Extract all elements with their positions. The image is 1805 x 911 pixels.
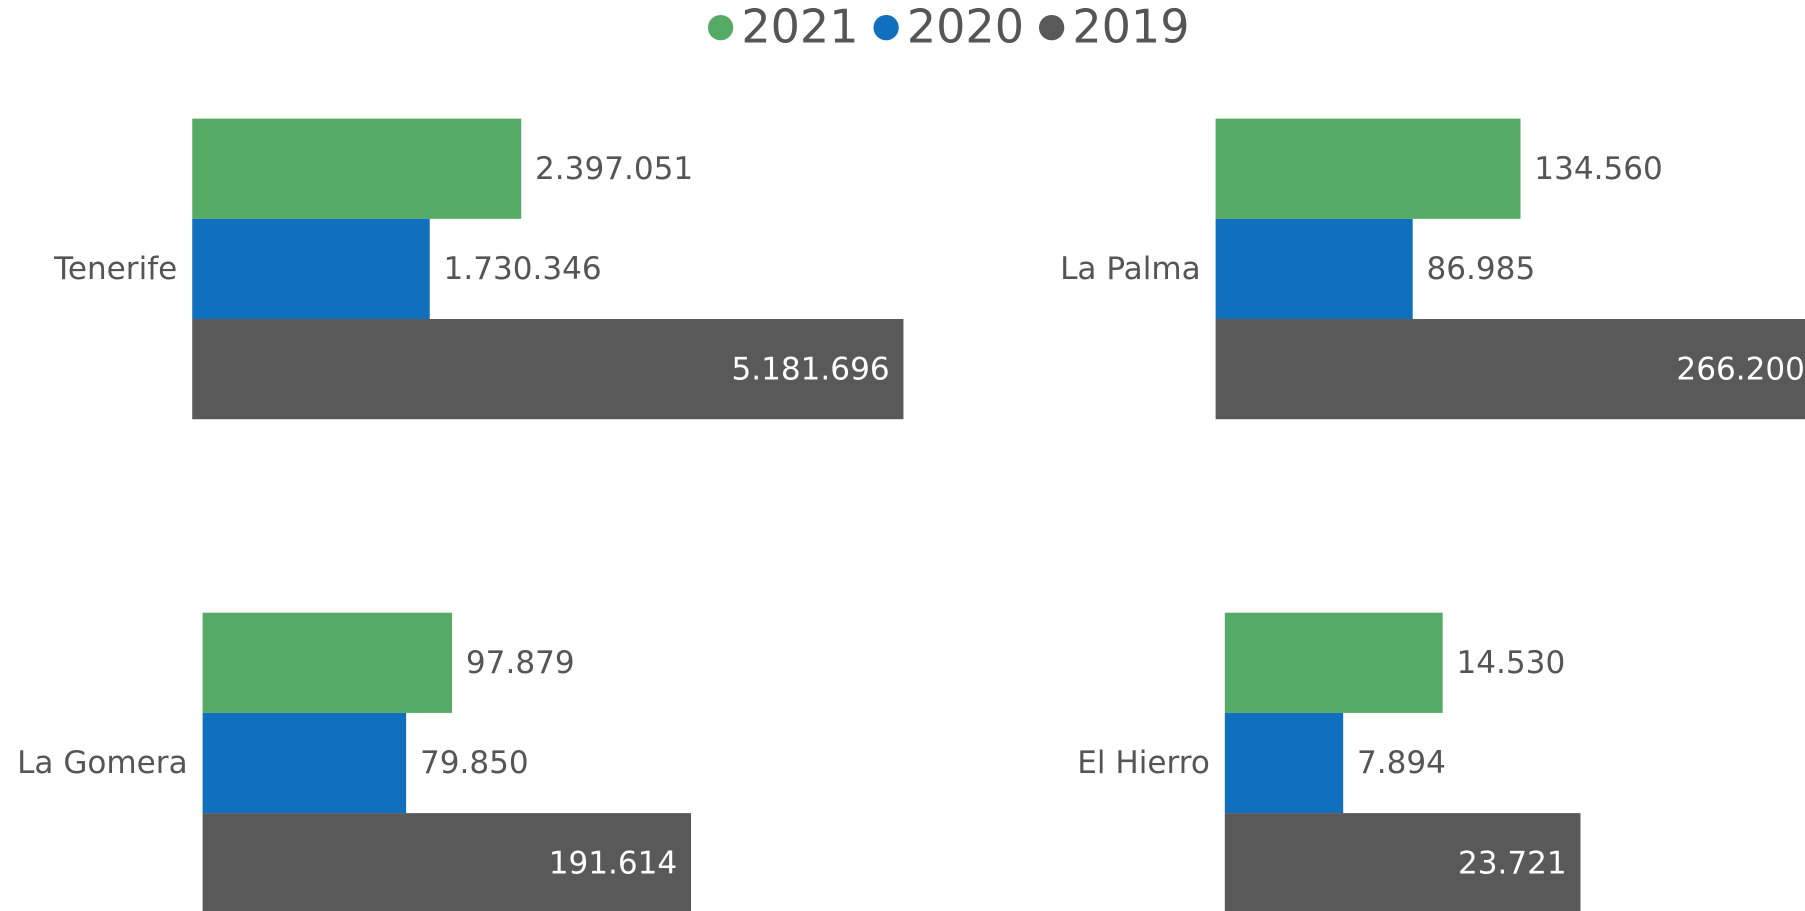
category-label: Tenerife (53, 251, 177, 287)
bar (202, 813, 692, 911)
legend-marker (873, 14, 899, 41)
bar-chart: El Hierro 14.530 7.894 23.721 (1077, 612, 1581, 911)
bar (1224, 712, 1344, 814)
bar (1224, 813, 1581, 911)
bar (1215, 319, 1805, 420)
category-label: El Hierro (1077, 745, 1210, 781)
legend: 2021 2020 2019 (707, 0, 1190, 53)
category-label: La Gomera (17, 745, 188, 781)
data-label: 5.181.696 (731, 351, 889, 387)
data-label: 2.397.051 (535, 151, 693, 187)
bar-chart: La Palma 134.560 86.985 266.200 (1060, 118, 1805, 420)
category-label: La Palma (1060, 251, 1201, 287)
bar-chart: Tenerife 2.397.051 1.730.346 5.181.696 (53, 118, 904, 420)
data-label: 1.730.346 (444, 251, 602, 287)
data-label: 14.530 (1456, 645, 1565, 681)
bar (192, 319, 904, 420)
bar-chart: La Gomera 97.879 79.850 191.614 (17, 612, 692, 911)
legend-label: 2019 (1072, 0, 1189, 53)
bar (192, 218, 430, 320)
bar (1215, 118, 1521, 219)
data-label: 86.985 (1427, 251, 1536, 287)
legend-label: 2021 (741, 0, 858, 53)
data-label: 79.850 (420, 745, 529, 781)
data-label: 191.614 (549, 845, 678, 881)
data-label: 134.560 (1534, 151, 1663, 187)
data-label: 97.879 (466, 645, 575, 681)
bar (1215, 218, 1413, 320)
bar (202, 712, 407, 814)
legend-marker (707, 14, 734, 41)
bar (202, 612, 453, 713)
data-label: 7.894 (1357, 745, 1446, 781)
legend-label: 2020 (907, 0, 1024, 53)
bar (192, 118, 522, 219)
data-label: 23.721 (1458, 845, 1567, 881)
legend-marker (1038, 14, 1065, 41)
data-label: 266.200 (1676, 351, 1805, 387)
bar (1224, 612, 1443, 713)
